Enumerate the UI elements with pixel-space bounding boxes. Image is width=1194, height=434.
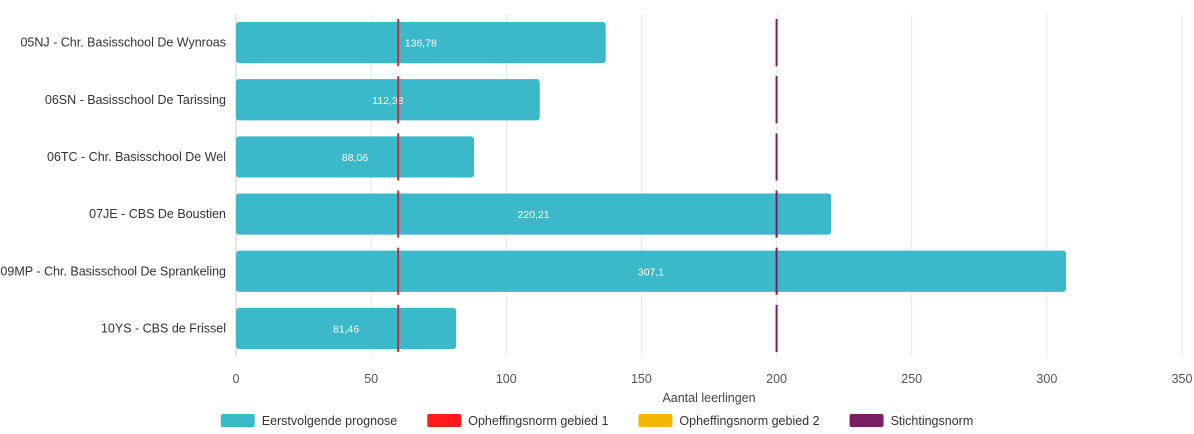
x-tick-label: 300 <box>1036 372 1057 386</box>
bar[interactable] <box>236 79 540 121</box>
legend-swatch <box>849 414 884 427</box>
category-label: 06SN - Basisschool De Tarissing <box>45 93 226 107</box>
legend-swatch <box>638 414 673 427</box>
category-label: 10YS - CBS de Frissel <box>101 321 226 335</box>
bar-data-label: 81,46 <box>333 323 359 335</box>
bar[interactable] <box>236 136 475 178</box>
legend-item[interactable]: Opheffingsnorm gebied 2 <box>638 414 820 428</box>
category-labels: 05NJ - Chr. Basisschool De Wynroas 06SN -… <box>0 36 226 336</box>
bar-data-label: 307,1 <box>638 266 664 278</box>
legend-item[interactable]: Stichtingsnorm <box>849 414 974 428</box>
x-tick-label: 50 <box>364 372 378 386</box>
bar[interactable] <box>236 22 606 64</box>
category-label: 06TC - Chr. Basisschool De Wel <box>47 150 226 164</box>
bar-data-label: 112,38 <box>372 95 403 107</box>
legend-label: Eerstvolgende prognose <box>262 414 398 428</box>
category-label: 09MP - Chr. Basisschool De Sprankeling <box>0 264 226 278</box>
x-axis-title: Aantal leerlingen <box>662 391 755 405</box>
legend: Eerstvolgende prognose Opheffingsnorm geb… <box>220 414 974 428</box>
legend-swatch <box>427 414 462 427</box>
category-label: 07JE - CBS De Boustien <box>89 207 226 221</box>
bar-data-label: 88,06 <box>342 152 368 164</box>
grid <box>235 14 1183 357</box>
x-tick-label: 0 <box>233 372 240 386</box>
x-tick-label: 100 <box>496 372 517 386</box>
x-tick-label: 200 <box>766 372 787 386</box>
legend-label: Opheffingsnorm gebied 1 <box>468 414 608 428</box>
bar-data-label: 220,21 <box>518 209 550 221</box>
legend-item[interactable]: Opheffingsnorm gebied 1 <box>427 414 608 428</box>
bar[interactable] <box>236 307 457 349</box>
bars: 136,78 112,38 88,06 220,21 307,1 81,46 <box>236 22 1067 349</box>
x-tick-label: 250 <box>901 372 922 386</box>
legend-label: Stichtingsnorm <box>891 414 974 428</box>
legend-label: Opheffingsnorm gebied 2 <box>679 414 819 428</box>
bar[interactable] <box>236 193 832 235</box>
bar-data-label: 136,78 <box>405 38 437 50</box>
legend-item[interactable]: Eerstvolgende prognose <box>220 414 398 428</box>
x-tick-label: 350 <box>1172 372 1193 386</box>
x-tick-label: 150 <box>631 372 652 386</box>
category-label: 05NJ - Chr. Basisschool De Wynroas <box>20 36 226 50</box>
reference-lines <box>397 19 778 352</box>
legend-swatch <box>220 414 255 427</box>
x-tick-labels: 0 50 100 150 200 250 300 350 <box>233 372 1193 386</box>
bar[interactable] <box>236 250 1067 292</box>
